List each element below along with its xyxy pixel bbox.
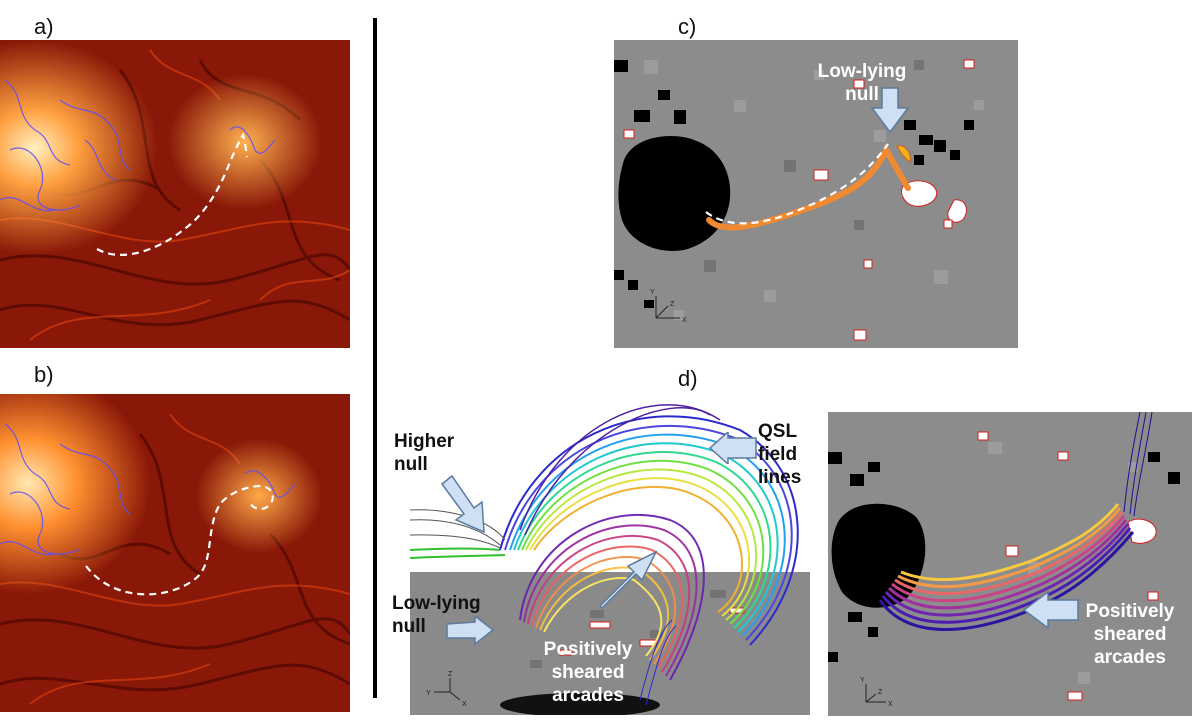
panel-d-3d-render: Z Y X	[410, 400, 810, 715]
panel-d-higher-null-arrow	[440, 474, 485, 534]
annotation-line-1: Positively	[543, 639, 633, 660]
annotation-line-1: Low-lying	[817, 61, 907, 82]
annotation-line-2: field	[758, 444, 798, 465]
panel-b-euv-image	[0, 394, 350, 712]
panel-d-right-axis-y: Y	[860, 677, 865, 684]
panel-c-sunspot	[618, 136, 731, 251]
annotation-line-1: Higher	[394, 431, 455, 452]
panel-d-left-axis-triad	[434, 678, 461, 701]
panel-d-left-axis-x: X	[462, 701, 467, 708]
annotation-line-3: arcades	[552, 685, 624, 706]
annotation-d-positively-sheared-right: Positively sheared arcades	[1066, 600, 1194, 669]
annotation-line-1: QSL	[758, 421, 798, 442]
panel-d-left-axis-y: Y	[426, 690, 431, 697]
panel-c-axis-triad	[655, 296, 680, 319]
panel-c-axis-y: Y	[650, 289, 655, 296]
panel-a-euv-image	[0, 40, 350, 348]
annotation-line-2: sheared	[1093, 624, 1167, 645]
panel-b-filament-trace	[85, 484, 274, 596]
panel-d-qsl-arrow	[708, 432, 757, 464]
panel-d-right-axis-x: X	[888, 701, 893, 708]
annotation-line-2: null	[392, 616, 426, 637]
panel-d-right-sunspot	[831, 503, 926, 608]
annotation-d-low-lying-null: Low-lying null	[392, 592, 481, 638]
annotation-line-1: Low-lying	[392, 593, 481, 614]
panel-c-flux-rope	[706, 143, 911, 231]
panel-label-d: d)	[678, 366, 698, 391]
panel-c-magnetogram: Y Z X	[614, 40, 1018, 348]
annotation-line-3: lines	[758, 467, 802, 488]
annotation-d-higher-null: Higher null	[394, 430, 454, 476]
panel-divider	[373, 18, 377, 698]
panel-c-arrow-down	[870, 87, 910, 134]
annotation-d-qsl: QSL field lines	[758, 420, 801, 489]
panel-d-left-axis-z: Z	[448, 671, 453, 678]
panel-d-right-magnetogram: Y Z X	[828, 412, 1192, 716]
panel-c-axis-z: Z	[670, 301, 675, 308]
panel-d-sheared-arrow-up	[598, 550, 658, 610]
panel-c-axis-x: X	[682, 317, 687, 324]
panel-d-right-sheared-arrow	[1022, 590, 1079, 630]
annotation-line-3: arcades	[1094, 647, 1166, 668]
panel-label-c: c)	[678, 14, 697, 39]
panel-d-right-axis-z: Z	[878, 689, 883, 696]
annotation-line-2: sheared	[551, 662, 625, 683]
panel-d-low-lying-null-arrow	[446, 616, 495, 646]
annotation-line-1: Positively	[1085, 601, 1175, 622]
annotation-c-low-lying-null: Low-lying null	[812, 60, 912, 106]
annotation-line-2: null	[394, 454, 428, 475]
annotation-line-2: null	[845, 84, 879, 105]
panel-label-a: a)	[34, 14, 54, 39]
panel-label-b: b)	[34, 362, 54, 387]
panel-d-right-axis-triad	[865, 684, 886, 703]
annotation-d-positively-sheared-center: Positively sheared arcades	[528, 638, 648, 707]
